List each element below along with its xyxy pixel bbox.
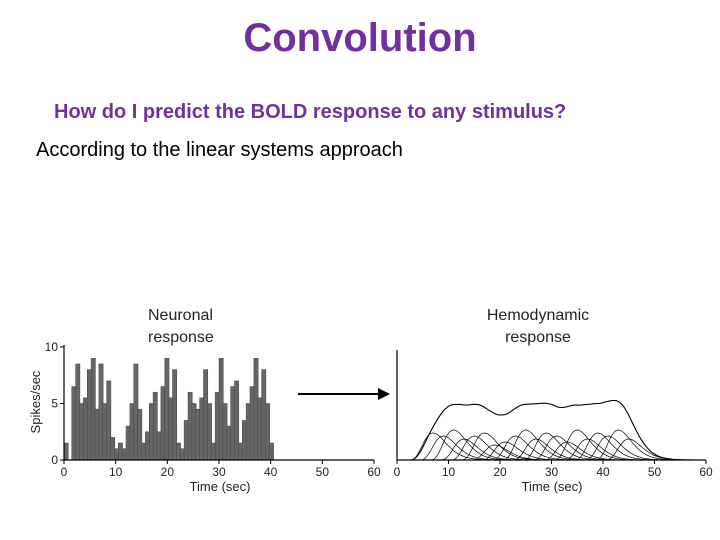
right-arrow-icon <box>298 388 390 400</box>
hrf-component-line <box>427 429 511 461</box>
neuronal-bar <box>63 442 69 461</box>
neuronal-x-tick-label: 20 <box>161 465 175 479</box>
neuronal-y-axis-label: Spikes/sec <box>28 370 43 433</box>
hemodynamic-x-tick-label: 20 <box>493 465 507 479</box>
slide-subtitle: How do I predict the BOLD response to an… <box>54 101 567 123</box>
hrf-component-line <box>603 438 686 461</box>
hrf-component-line <box>520 432 603 461</box>
neuronal-x-tick-label: 0 <box>61 465 68 479</box>
hemodynamic-ticks: 0 10 20 30 40 50 60 <box>394 460 713 479</box>
neuronal-y-tick-label: 10 <box>45 340 59 354</box>
neuronal-chart-title-line1: Neuronal <box>148 307 213 324</box>
hemodynamic-chart-title-line1: Hemodynamic <box>487 307 589 324</box>
hemodynamic-chart-title-line2: response <box>505 329 571 346</box>
neuronal-x-axis-label: Time (sec) <box>190 479 251 494</box>
hrf-component-line <box>458 432 542 461</box>
hemodynamic-response-chart: Hemodynamic response 0 10 20 30 40 50 60 Time … <box>394 307 713 494</box>
neuronal-x-tick-label: 30 <box>212 465 226 479</box>
summed-bold-response-line <box>397 399 706 461</box>
hemodynamic-x-axis-label: Time (sec) <box>522 479 583 494</box>
hrf-component-line <box>489 435 573 461</box>
neuronal-bars <box>63 358 274 461</box>
hrf-component-line <box>551 429 634 461</box>
neuronal-x-tick-label: 10 <box>109 465 123 479</box>
hrf-component-line <box>561 438 645 461</box>
hrf-component-line <box>582 435 665 461</box>
slide-title: Convolution <box>243 16 477 60</box>
neuronal-y-tick-label: 0 <box>51 453 58 467</box>
slide-body-text: According to the linear systems approach <box>36 139 403 161</box>
hemodynamic-x-tick-label: 50 <box>648 465 662 479</box>
neuronal-x-tick-label: 40 <box>264 465 278 479</box>
hrf-component-line <box>530 435 614 461</box>
hrf-lines <box>397 399 706 461</box>
hrf-component-line <box>592 429 676 461</box>
hrf-component-line <box>510 438 593 461</box>
neuronal-ticks: 0 10 20 30 40 50 60 0 5 10 <box>45 340 381 479</box>
hrf-component-line <box>479 441 562 461</box>
hemodynamic-x-tick-label: 30 <box>545 465 559 479</box>
neuronal-bar <box>269 442 274 461</box>
neuronal-x-tick-label: 50 <box>316 465 330 479</box>
hemodynamic-x-tick-label: 40 <box>596 465 610 479</box>
neuronal-response-chart: Neuronal response 0 10 20 30 40 50 60 0 5 10 Spik… <box>28 307 381 494</box>
neuronal-chart-title-line2: response <box>148 329 214 346</box>
neuronal-x-tick-label: 60 <box>367 465 381 479</box>
hrf-component-line <box>438 438 521 461</box>
neuronal-y-tick-label: 5 <box>51 397 58 411</box>
hrf-component-line <box>572 432 655 461</box>
hemodynamic-x-tick-label: 60 <box>699 465 713 479</box>
hemodynamic-x-tick-label: 10 <box>442 465 456 479</box>
hemodynamic-x-tick-label: 0 <box>394 465 401 479</box>
